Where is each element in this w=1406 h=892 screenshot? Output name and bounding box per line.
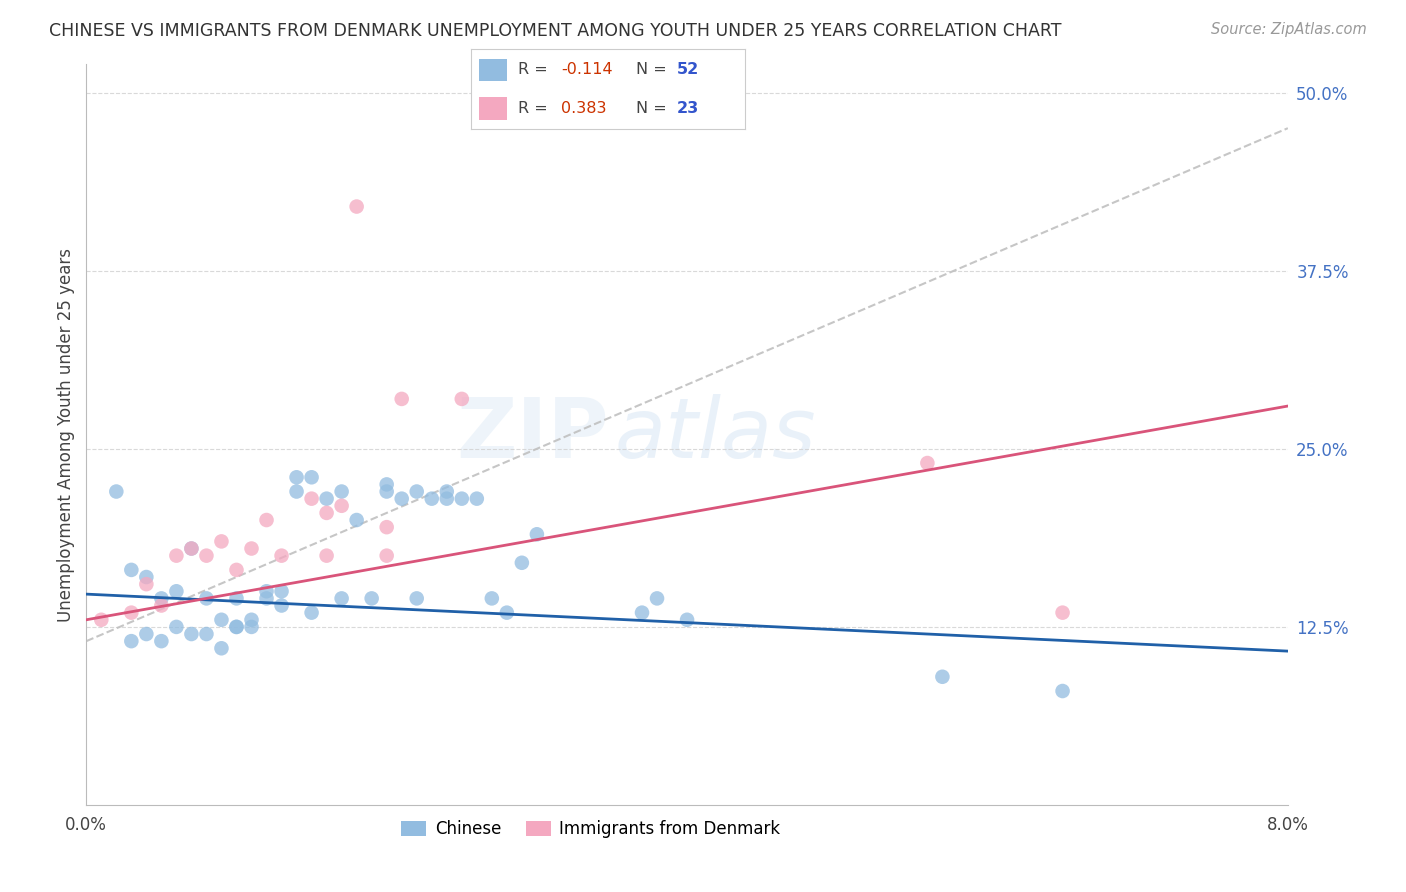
Point — [240, 541, 263, 556]
Point — [375, 520, 398, 534]
Point — [225, 620, 247, 634]
Point — [450, 392, 472, 406]
Text: 0.383: 0.383 — [561, 101, 607, 116]
Point — [195, 627, 218, 641]
Point — [180, 627, 202, 641]
Point — [270, 599, 292, 613]
Point — [330, 484, 353, 499]
Point — [211, 641, 233, 656]
Point — [631, 606, 654, 620]
Point — [330, 591, 353, 606]
Point — [465, 491, 488, 506]
Point — [405, 484, 427, 499]
Point — [436, 491, 458, 506]
Point — [120, 634, 142, 648]
Point — [315, 491, 337, 506]
Text: N =: N = — [636, 62, 672, 77]
Point — [420, 491, 443, 506]
Point — [375, 477, 398, 491]
Point — [931, 670, 953, 684]
Point — [225, 563, 247, 577]
Legend: Chinese, Immigrants from Denmark: Chinese, Immigrants from Denmark — [395, 814, 787, 845]
Point — [1052, 606, 1074, 620]
Point — [165, 584, 187, 599]
Point — [135, 570, 157, 584]
Point — [375, 484, 398, 499]
Point — [917, 456, 939, 470]
Text: atlas: atlas — [614, 394, 817, 475]
Point — [481, 591, 503, 606]
Point — [270, 584, 292, 599]
Point — [120, 606, 142, 620]
Point — [135, 627, 157, 641]
FancyBboxPatch shape — [479, 59, 506, 81]
Text: -0.114: -0.114 — [561, 62, 613, 77]
Point — [676, 613, 699, 627]
Point — [301, 470, 323, 484]
Point — [211, 613, 233, 627]
Text: R =: R = — [517, 101, 553, 116]
Point — [256, 591, 278, 606]
Point — [315, 549, 337, 563]
Point — [495, 606, 517, 620]
Point — [135, 577, 157, 591]
Point — [436, 484, 458, 499]
Text: 52: 52 — [676, 62, 699, 77]
Point — [391, 392, 413, 406]
Point — [270, 549, 292, 563]
Text: 23: 23 — [676, 101, 699, 116]
Point — [450, 491, 472, 506]
Point — [195, 591, 218, 606]
Text: N =: N = — [636, 101, 672, 116]
Y-axis label: Unemployment Among Youth under 25 years: Unemployment Among Youth under 25 years — [58, 248, 75, 622]
Point — [225, 620, 247, 634]
Point — [330, 499, 353, 513]
Point — [165, 620, 187, 634]
Point — [526, 527, 548, 541]
Point — [315, 506, 337, 520]
Point — [211, 534, 233, 549]
Point — [256, 513, 278, 527]
Point — [285, 470, 308, 484]
Point — [225, 591, 247, 606]
Point — [165, 549, 187, 563]
Point — [645, 591, 668, 606]
Point — [346, 200, 368, 214]
Point — [195, 549, 218, 563]
Point — [405, 591, 427, 606]
Point — [346, 513, 368, 527]
Point — [150, 591, 173, 606]
Text: Source: ZipAtlas.com: Source: ZipAtlas.com — [1211, 22, 1367, 37]
Point — [150, 599, 173, 613]
Point — [391, 491, 413, 506]
Text: R =: R = — [517, 62, 553, 77]
Point — [360, 591, 382, 606]
FancyBboxPatch shape — [479, 97, 506, 120]
Point — [256, 584, 278, 599]
Point — [90, 613, 112, 627]
Point — [150, 634, 173, 648]
Point — [301, 606, 323, 620]
Point — [510, 556, 533, 570]
Point — [1052, 684, 1074, 698]
Point — [240, 613, 263, 627]
Point — [180, 541, 202, 556]
Point — [180, 541, 202, 556]
Text: ZIP: ZIP — [457, 394, 609, 475]
Text: CHINESE VS IMMIGRANTS FROM DENMARK UNEMPLOYMENT AMONG YOUTH UNDER 25 YEARS CORRE: CHINESE VS IMMIGRANTS FROM DENMARK UNEMP… — [49, 22, 1062, 40]
Point — [240, 620, 263, 634]
Point — [105, 484, 128, 499]
Point — [375, 549, 398, 563]
Point — [120, 563, 142, 577]
Point — [285, 484, 308, 499]
Point — [301, 491, 323, 506]
